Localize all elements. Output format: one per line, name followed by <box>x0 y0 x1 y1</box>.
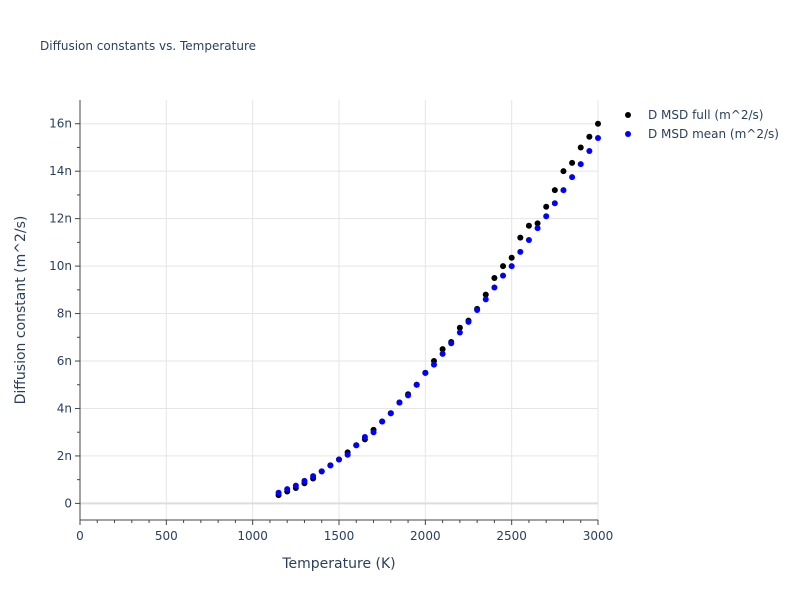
data-points <box>275 120 601 499</box>
y-tick-label: 16n <box>49 117 72 131</box>
chart-title: Diffusion constants vs. Temperature <box>40 39 256 53</box>
point-series-1[interactable] <box>396 399 403 406</box>
legend-item-1[interactable]: D MSD mean (m^2/s) <box>625 127 779 141</box>
point-series-0[interactable] <box>586 133 593 140</box>
point-series-1[interactable] <box>353 442 360 449</box>
point-series-0[interactable] <box>534 220 541 227</box>
y-tick-label: 0 <box>64 496 72 510</box>
point-series-1[interactable] <box>525 237 532 243</box>
point-series-0[interactable] <box>500 263 507 270</box>
point-series-1[interactable] <box>292 482 299 489</box>
y-tick-label: 12n <box>49 212 72 226</box>
legend-label: D MSD full (m^2/s) <box>648 108 763 122</box>
point-series-1[interactable] <box>284 486 291 493</box>
point-series-1[interactable] <box>405 392 412 399</box>
point-series-0[interactable] <box>491 274 498 281</box>
y-tick-label: 8n <box>57 307 72 321</box>
legend-label: D MSD mean (m^2/s) <box>648 127 779 141</box>
point-series-1[interactable] <box>474 307 481 313</box>
point-series-0[interactable] <box>543 203 550 210</box>
point-series-1[interactable] <box>456 329 463 336</box>
grid-lines <box>80 100 599 520</box>
y-tick-label: 4n <box>57 401 72 415</box>
y-tick-label: 10n <box>49 259 72 273</box>
axes: 0 500 1000 1500 2000 2500 3000 0 2n 4n 6n 8n 10n 12n 1… <box>49 100 613 543</box>
point-series-0[interactable] <box>569 159 576 166</box>
point-series-1[interactable] <box>439 350 446 357</box>
point-series-1[interactable] <box>318 468 325 475</box>
point-series-1[interactable] <box>569 174 576 181</box>
point-series-1[interactable] <box>275 489 282 496</box>
point-series-1[interactable] <box>344 451 351 458</box>
point-series-1[interactable] <box>301 477 308 484</box>
point-series-1[interactable] <box>500 272 507 279</box>
point-series-1[interactable] <box>387 410 394 417</box>
y-axis-title: Diffusion constant (m^2/s) <box>13 216 29 405</box>
y-tick-label: 14n <box>49 164 72 178</box>
point-series-0[interactable] <box>517 234 524 241</box>
point-series-1[interactable] <box>430 361 437 368</box>
point-series-1[interactable] <box>491 284 498 291</box>
point-series-0[interactable] <box>508 254 515 261</box>
point-series-0[interactable] <box>551 187 558 194</box>
point-series-1[interactable] <box>586 148 593 155</box>
point-series-1[interactable] <box>534 225 541 232</box>
point-series-1[interactable] <box>361 433 368 440</box>
point-series-0[interactable] <box>560 168 567 175</box>
point-series-1[interactable] <box>310 473 317 480</box>
point-series-1[interactable] <box>327 462 334 469</box>
x-tick-label: 1500 <box>324 529 355 543</box>
point-series-1[interactable] <box>508 263 515 270</box>
x-tick-label: 2000 <box>410 529 441 543</box>
point-series-0[interactable] <box>439 346 446 353</box>
point-series-1[interactable] <box>370 429 377 436</box>
point-series-1[interactable] <box>577 161 584 168</box>
point-series-1[interactable] <box>595 134 601 141</box>
y-tick-label: 6n <box>57 354 72 368</box>
x-tick-label: 0 <box>76 529 84 543</box>
point-series-0[interactable] <box>577 144 584 151</box>
legend-marker <box>625 112 631 118</box>
point-series-1[interactable] <box>551 200 558 207</box>
point-series-1[interactable] <box>336 456 342 463</box>
x-tick-label: 500 <box>155 529 178 543</box>
point-series-1[interactable] <box>413 381 420 388</box>
legend-marker <box>625 131 631 137</box>
x-tick-label: 1000 <box>237 529 268 543</box>
point-series-0[interactable] <box>525 222 532 229</box>
point-series-1[interactable] <box>560 187 567 194</box>
point-series-1[interactable] <box>379 418 386 425</box>
legend-item-0[interactable]: D MSD full (m^2/s) <box>625 108 763 122</box>
point-series-1[interactable] <box>448 340 455 347</box>
point-series-0[interactable] <box>482 291 489 298</box>
point-series-1[interactable] <box>465 318 472 325</box>
point-series-0[interactable] <box>595 120 601 127</box>
x-axis-title: Temperature (K) <box>281 556 395 572</box>
x-tick-label: 2500 <box>496 529 527 543</box>
point-series-1[interactable] <box>422 369 429 376</box>
point-series-1[interactable] <box>517 248 524 255</box>
point-series-1[interactable] <box>482 296 489 303</box>
point-series-1[interactable] <box>543 213 550 220</box>
y-tick-label: 2n <box>57 449 72 463</box>
legend[interactable]: D MSD full (m^2/s) D MSD mean (m^2/s) <box>625 108 779 141</box>
x-tick-label: 3000 <box>583 529 614 543</box>
point-series-0[interactable] <box>456 324 463 331</box>
